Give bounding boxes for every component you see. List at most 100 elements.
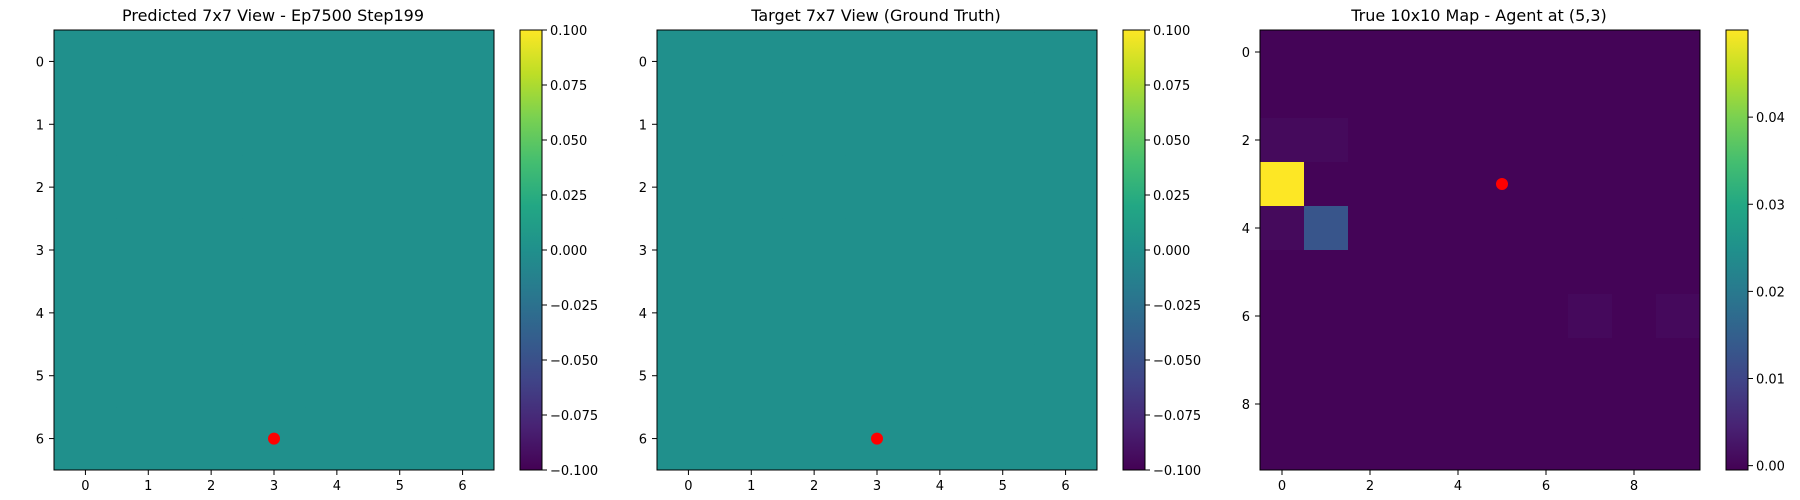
heatmap-cell	[1480, 250, 1525, 295]
colorbar-gradient	[1725, 29, 1749, 471]
heatmap-cell	[908, 281, 972, 345]
x-tick-label: 5	[396, 479, 404, 494]
heatmap-cell	[1524, 30, 1569, 75]
heatmap-cell	[719, 30, 784, 94]
heatmap-cell	[1392, 426, 1437, 471]
heatmap-cell	[1260, 162, 1305, 207]
heatmap-cell	[782, 281, 847, 345]
x-tick-label: 8	[1630, 479, 1638, 494]
heatmap-cell	[1656, 426, 1701, 471]
colorbar-tick-label: 0.02	[1756, 285, 1785, 300]
heatmap-cell	[1260, 250, 1305, 295]
heatmap-cell	[54, 407, 118, 471]
heatmap-cell	[1304, 118, 1349, 163]
heatmap-cell	[116, 155, 181, 220]
heatmap-cell	[719, 218, 784, 282]
heatmap-cell	[1524, 206, 1569, 251]
heatmap-cell	[1348, 338, 1393, 383]
heatmap-cell	[431, 30, 495, 94]
heatmap-cell	[431, 344, 495, 408]
heatmap-cell	[1304, 206, 1349, 251]
heatmap-cell	[1392, 30, 1437, 75]
heatmap-cell	[1568, 294, 1613, 339]
y-tick-label: 0	[639, 55, 647, 70]
heatmap-cell	[1260, 206, 1305, 251]
colorbar-tick-label: −0.100	[1153, 464, 1201, 479]
heatmap-cell	[782, 407, 847, 471]
heatmap-cell	[1524, 294, 1569, 339]
heatmap-cell	[1612, 30, 1657, 75]
heatmap-cell	[782, 92, 847, 157]
x-tick-label: 1	[144, 479, 152, 494]
heatmap-cell	[1392, 294, 1437, 339]
heatmap-cell	[431, 407, 495, 471]
heatmap-cell	[116, 218, 181, 282]
heatmap-cell	[1436, 338, 1481, 383]
heatmap-cell	[908, 344, 972, 408]
heatmap-cell	[1568, 426, 1613, 471]
heatmap-cell	[1260, 426, 1305, 471]
heatmap-cell	[971, 218, 1035, 282]
colorbar-tick-label: 0.04	[1756, 111, 1785, 126]
heatmap-cell	[1568, 382, 1613, 427]
heatmap-predicted: 0 1 2 3 4 5 6 0 1 2 3 4 5 6	[36, 29, 495, 494]
heatmap-cell	[1348, 118, 1393, 163]
heatmap-cell	[116, 344, 181, 408]
heatmap-cell	[1568, 74, 1613, 119]
heatmap-cell	[1480, 426, 1525, 471]
heatmap-cell	[368, 218, 432, 282]
heatmap-cell	[1034, 407, 1098, 471]
heatmap-cell	[1612, 426, 1657, 471]
colorbar-tick-label: 0.025	[550, 189, 587, 204]
heatmap-cell	[431, 92, 495, 157]
heatmap-cell	[971, 344, 1035, 408]
heatmap-cell	[431, 281, 495, 345]
heatmap-cell	[908, 407, 972, 471]
heatmap-cell	[1568, 118, 1613, 163]
heatmap-cell	[1392, 382, 1437, 427]
heatmap-cell	[1612, 206, 1657, 251]
heatmap-cell	[179, 281, 244, 345]
panel-title: True 10x10 Map - Agent at (5,3)	[1350, 6, 1607, 25]
y-tick-label: 4	[639, 307, 647, 322]
heatmap-cell	[1436, 206, 1481, 251]
y-tick-label: 6	[1242, 310, 1250, 325]
heatmap-cell	[1480, 74, 1525, 119]
heatmap-cell	[971, 281, 1035, 345]
heatmap-cell	[1348, 382, 1393, 427]
agent-marker	[871, 432, 883, 445]
heatmap-cell	[54, 30, 118, 94]
x-tick-label: 2	[207, 479, 215, 494]
y-tick-label: 5	[36, 370, 44, 385]
x-tick-label: 6	[1542, 479, 1550, 494]
heatmap-cell	[1348, 74, 1393, 119]
x-tick-label: 0	[684, 479, 692, 494]
heatmap-cell	[242, 218, 306, 282]
heatmap-cell	[1392, 162, 1437, 207]
x-tick-label: 5	[999, 479, 1007, 494]
colorbar-tick-label: 0.03	[1756, 198, 1785, 213]
heatmap-cell	[1260, 30, 1305, 75]
heatmap-cell	[1480, 382, 1525, 427]
heatmap-cell	[782, 155, 847, 220]
heatmap-cell	[1304, 162, 1349, 207]
heatmap-cell	[431, 218, 495, 282]
x-tick-label: 4	[936, 479, 944, 494]
heatmap-cell	[1348, 162, 1393, 207]
y-tick-label: 5	[639, 370, 647, 385]
heatmap-cell	[1034, 92, 1098, 157]
heatmap-cell	[54, 155, 118, 220]
heatmap-cell	[1392, 118, 1437, 163]
heatmap-cell	[1524, 74, 1569, 119]
heatmap-cell	[1612, 162, 1657, 207]
heatmap-cell	[1392, 206, 1437, 251]
heatmap-cell	[242, 30, 306, 94]
heatmap-cell	[305, 407, 369, 471]
colorbar-tick-label: −0.075	[1153, 409, 1201, 424]
heatmap-cell	[242, 281, 306, 345]
heatmap-target: 0 1 2 3 4 5 6 0 1 2 3 4 5 6	[639, 29, 1098, 494]
heatmap-cell	[1392, 74, 1437, 119]
heatmap-cell	[1656, 250, 1701, 295]
heatmap-cell	[179, 407, 244, 471]
y-tick-label: 0	[36, 55, 44, 70]
